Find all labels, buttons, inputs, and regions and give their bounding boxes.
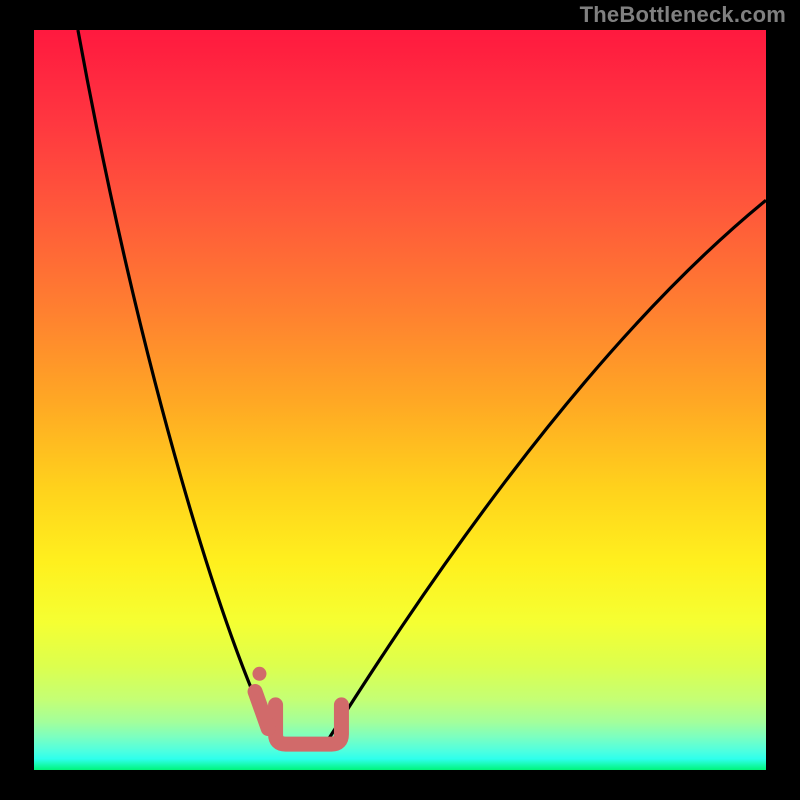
bottom-accent-dot — [252, 667, 266, 681]
watermark-text: TheBottleneck.com — [580, 2, 786, 28]
bottleneck-chart — [0, 0, 800, 800]
plot-area — [34, 30, 766, 770]
